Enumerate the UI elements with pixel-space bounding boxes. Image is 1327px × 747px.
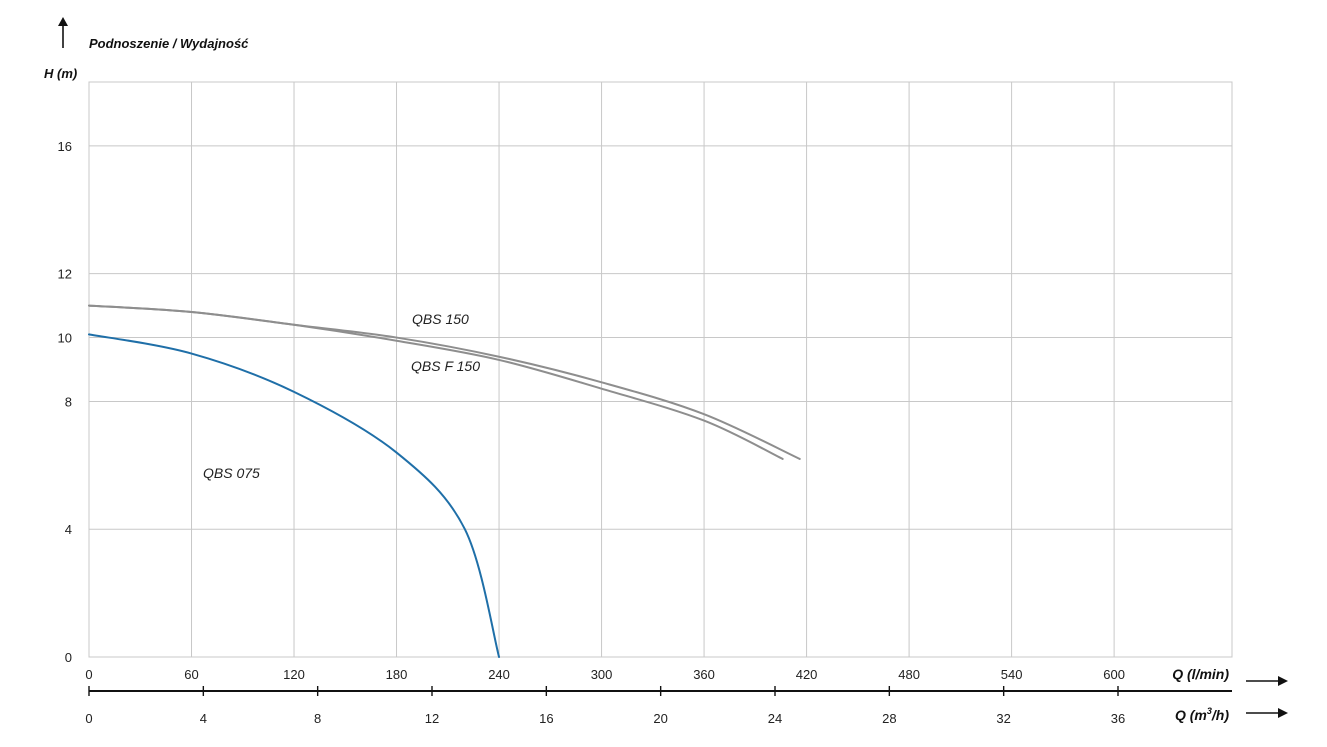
x2-tick-label: 0 [85,711,92,726]
x-axis-arrow-icon [1246,676,1288,686]
chart-title: Podnoszenie / Wydajność [89,36,249,51]
x2-axis-arrow-icon [1246,708,1288,718]
x2-tick-label: 28 [882,711,896,726]
series-line-qbs-f-150 [88,304,784,460]
x-axis-label: Q (l/min) [1172,666,1229,682]
plot-frame [88,81,1233,658]
y-tick-label: 0 [65,650,72,665]
x2-tick-label: 24 [768,711,782,726]
x-tick-label: 360 [693,667,715,682]
x-tick-label: 0 [85,667,92,682]
series-label: QBS 150 [412,311,469,327]
y-tick-label: 16 [58,139,72,154]
x-tick-label: 420 [796,667,818,682]
series-layer: QBS 075 QBS 150 QBS F 150 [88,304,801,658]
x2-tick-label: 36 [1111,711,1125,726]
x2-tick-label: 20 [653,711,667,726]
y-tick-label: 12 [58,267,72,282]
x2-tick-label: 16 [539,711,553,726]
x2-axis-label: Q (m3/h) [1175,706,1229,723]
x-tick-label: 180 [386,667,408,682]
y-axis-arrow-icon [58,17,68,48]
y-tick-label: 8 [65,394,72,409]
x-tick-label: 120 [283,667,305,682]
series-label: QBS 075 [203,465,260,481]
x2-axis-label-superscript: 3 [1207,706,1212,716]
series-line-qbs-075 [88,333,501,658]
x-tick-label: 480 [898,667,920,682]
grid [88,81,1233,658]
x-tick-label: 600 [1103,667,1125,682]
x2-tick-label: 32 [996,711,1010,726]
x2-tick-label: 4 [200,711,207,726]
series-line-qbs-150 [88,304,801,460]
x-tick-label: 240 [488,667,510,682]
x2-tick-label: 12 [425,711,439,726]
x2-tick-label: 8 [314,711,321,726]
x-tick-label: 300 [591,667,613,682]
y-axis-label: H (m) [44,66,77,81]
series-label: QBS F 150 [411,358,480,374]
x-tick-label: 60 [184,667,198,682]
y-tick-label: 10 [58,331,72,346]
y-tick-label: 4 [65,522,72,537]
x-tick-label: 540 [1001,667,1023,682]
